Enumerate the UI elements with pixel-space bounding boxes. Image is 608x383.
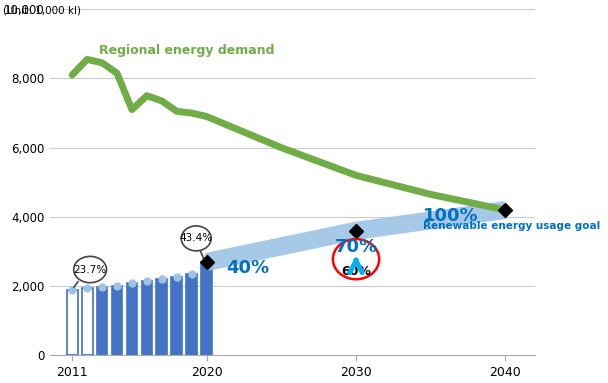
Bar: [97, 287, 108, 355]
Bar: [156, 279, 167, 355]
Text: 40%: 40%: [226, 259, 269, 277]
Bar: [81, 288, 92, 355]
Text: Regional energy demand: Regional energy demand: [99, 44, 275, 57]
Text: 23.7%: 23.7%: [74, 265, 106, 275]
Bar: [67, 290, 78, 355]
Text: 100%: 100%: [423, 207, 479, 225]
Bar: [126, 283, 137, 355]
Text: 70%: 70%: [334, 238, 378, 256]
Text: 43.4%: 43.4%: [179, 233, 213, 243]
Bar: [171, 277, 182, 355]
Ellipse shape: [181, 226, 211, 251]
Ellipse shape: [74, 256, 106, 283]
Bar: [142, 281, 152, 355]
Text: (Unit: 1,000 kl): (Unit: 1,000 kl): [3, 6, 81, 16]
Bar: [186, 274, 197, 355]
Bar: [112, 286, 122, 355]
Bar: [201, 262, 212, 355]
Text: Renewable energy usage goal: Renewable energy usage goal: [423, 221, 601, 231]
Text: 60%: 60%: [341, 265, 371, 278]
